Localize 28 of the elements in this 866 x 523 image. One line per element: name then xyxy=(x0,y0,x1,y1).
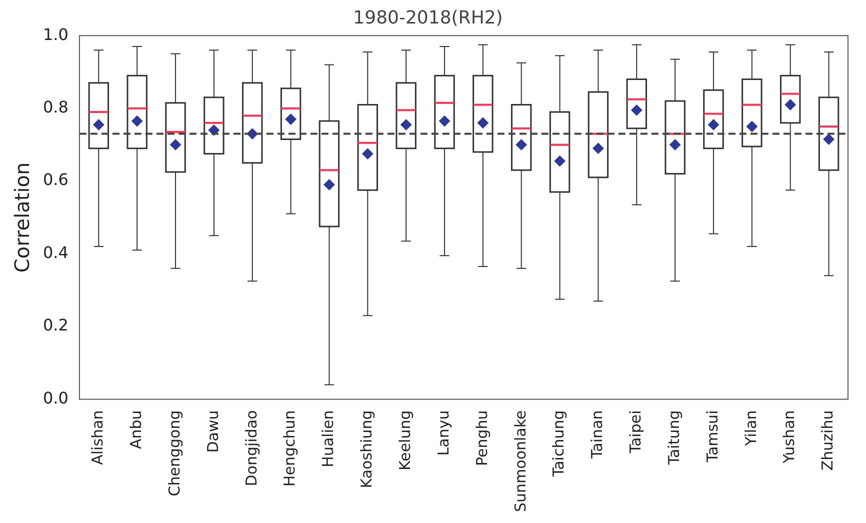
x-tick-label: Lanyu xyxy=(434,410,452,456)
x-tick-label: Chenggong xyxy=(165,410,184,496)
x-tick-label: Alishan xyxy=(88,410,107,465)
x-tick-label: Zhuzihu xyxy=(818,410,837,471)
x-tick-label: Hualien xyxy=(319,410,338,468)
x-tick-label: Yilan xyxy=(742,410,760,447)
x-tick-label: Taipei xyxy=(626,410,645,454)
y-tick-label: 0.4 xyxy=(42,242,68,262)
y-tick-label: 0.8 xyxy=(42,97,68,116)
y-tick-label: 1.0 xyxy=(42,24,68,44)
x-tick-label: Yushan xyxy=(780,410,798,464)
x-tick-label: Penghu xyxy=(472,410,491,466)
x-tick-label: Dawu xyxy=(204,410,222,453)
y-tick-label: 0.0 xyxy=(42,388,68,408)
chart-title: 1980-2018(RH2) xyxy=(353,7,503,28)
x-tick-label: Kaoshiung xyxy=(358,410,376,488)
x-tick-label: Keelung xyxy=(396,410,414,470)
x-tick-label: Taitung xyxy=(664,410,683,466)
x-tick-label: Taichung xyxy=(550,410,568,478)
x-tick-label: Hengchun xyxy=(280,410,299,487)
x-tick-label: Anbu xyxy=(126,410,145,450)
y-tick-label: 0.6 xyxy=(42,170,68,190)
x-tick-label: Sunmoonlake xyxy=(511,410,530,512)
x-tick-label: Dongjidao xyxy=(242,410,260,486)
x-tick-label: Tainan xyxy=(588,410,606,460)
y-tick-label: 0.2 xyxy=(42,316,68,335)
x-tick-label: Tamsui xyxy=(703,410,722,464)
y-axis-title: Correlation xyxy=(10,162,34,273)
